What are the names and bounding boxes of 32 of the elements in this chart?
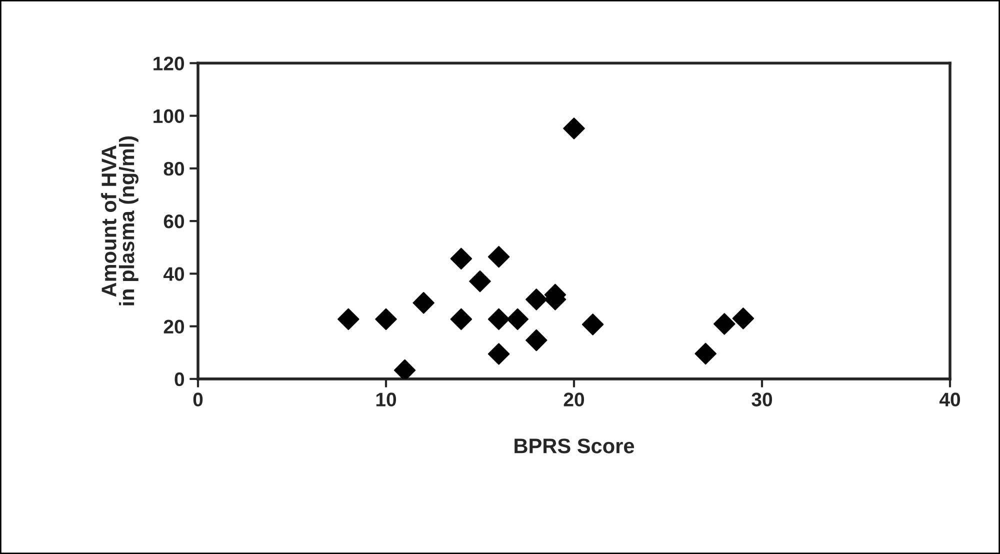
point — [506, 308, 528, 330]
point — [375, 308, 397, 330]
y-tick-label: 100 — [154, 109, 184, 124]
point — [526, 329, 548, 352]
y-tick-label: 120 — [154, 56, 184, 70]
x-tick-label: 40 — [939, 392, 960, 406]
x-tick-label: 0 — [193, 392, 203, 406]
point — [526, 288, 548, 310]
point — [582, 314, 604, 336]
point — [469, 270, 491, 292]
point — [394, 359, 416, 379]
point — [732, 308, 754, 330]
x-tick-label: 10 — [376, 392, 396, 406]
point — [412, 292, 434, 314]
x-tick-label: 20 — [564, 392, 584, 406]
point — [488, 343, 510, 365]
x-axis-title: BPRS Score — [514, 438, 634, 454]
point — [450, 308, 472, 330]
point — [450, 248, 472, 270]
y-tick-label: 40 — [163, 267, 184, 281]
y-tick-label: 20 — [164, 320, 184, 334]
point — [563, 118, 585, 140]
x-tick-label: 30 — [752, 392, 772, 406]
point — [488, 246, 510, 268]
y-tick-label: 60 — [164, 214, 184, 228]
point — [714, 313, 736, 335]
point — [694, 342, 716, 365]
y-tick-label: 0 — [174, 372, 184, 386]
y-axis-title: Amount of HVA in plasma (ng/ml) — [101, 136, 138, 306]
y-tick-label: 80 — [164, 162, 184, 176]
point — [338, 308, 360, 330]
point — [488, 308, 510, 330]
